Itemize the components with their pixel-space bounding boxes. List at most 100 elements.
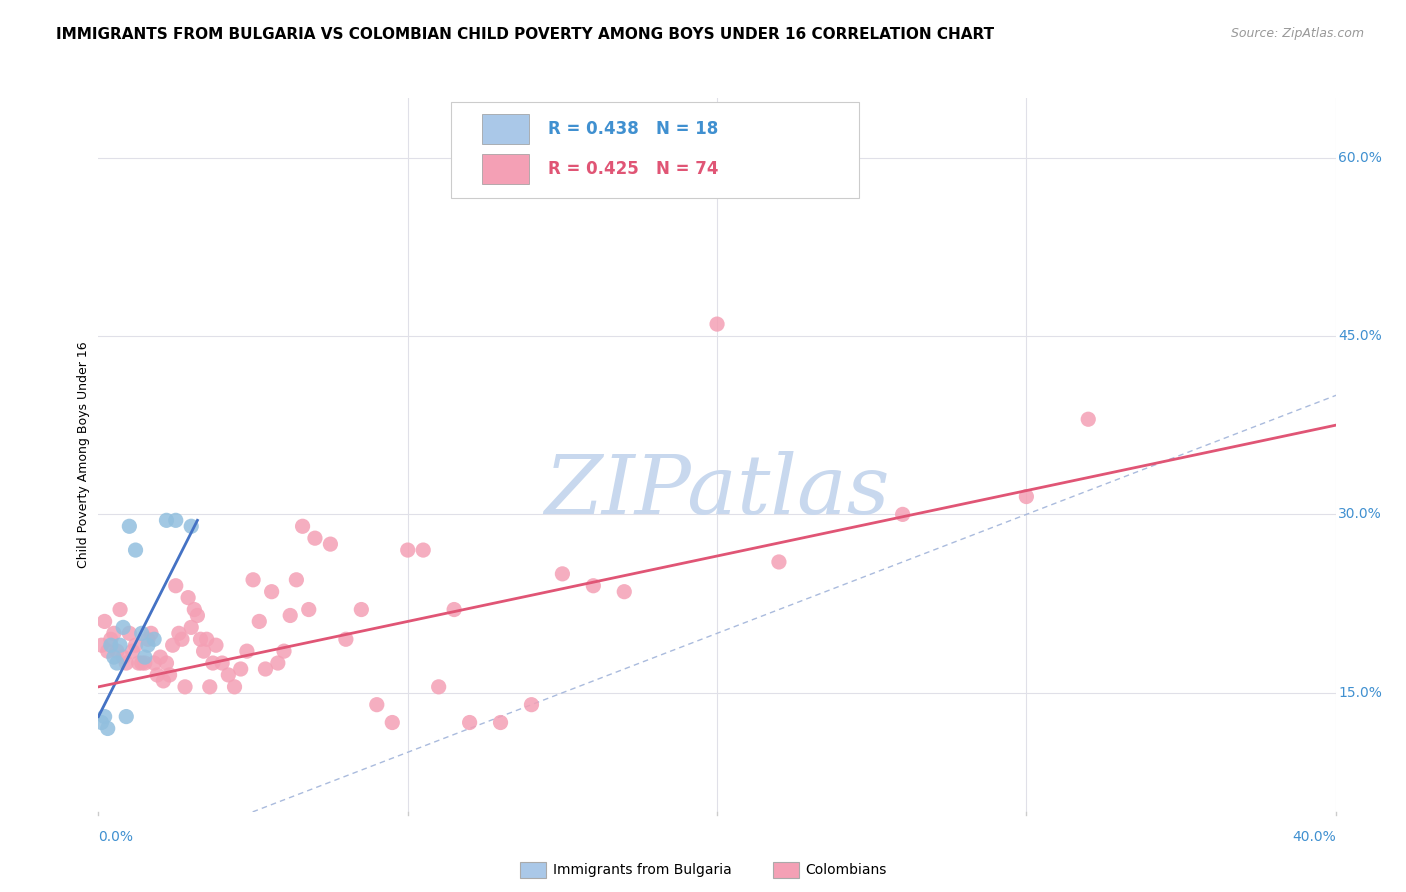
Point bbox=[198, 680, 221, 694]
Point bbox=[350, 602, 373, 616]
Point bbox=[412, 543, 434, 558]
Point bbox=[190, 632, 212, 647]
Point bbox=[174, 680, 197, 694]
Point bbox=[551, 566, 574, 581]
Text: 30.0%: 30.0% bbox=[1339, 508, 1382, 522]
Point bbox=[121, 644, 143, 658]
Point bbox=[143, 632, 166, 647]
Point bbox=[103, 650, 125, 665]
Point bbox=[128, 656, 150, 670]
Point bbox=[458, 715, 481, 730]
FancyBboxPatch shape bbox=[482, 114, 529, 144]
Point bbox=[165, 579, 187, 593]
Point bbox=[236, 644, 259, 658]
Point bbox=[136, 638, 159, 652]
Point bbox=[165, 513, 187, 527]
Point bbox=[105, 656, 128, 670]
Point bbox=[167, 626, 190, 640]
Point bbox=[155, 656, 177, 670]
Point bbox=[152, 673, 174, 688]
Point bbox=[285, 573, 308, 587]
Point bbox=[298, 602, 321, 616]
Text: R = 0.425   N = 74: R = 0.425 N = 74 bbox=[547, 161, 718, 178]
Text: Source: ZipAtlas.com: Source: ZipAtlas.com bbox=[1230, 27, 1364, 40]
Text: 60.0%: 60.0% bbox=[1339, 151, 1382, 165]
Point bbox=[146, 668, 169, 682]
Point bbox=[1015, 490, 1038, 504]
Point bbox=[162, 638, 184, 652]
Point bbox=[366, 698, 388, 712]
Point bbox=[396, 543, 419, 558]
Point bbox=[427, 680, 450, 694]
Point bbox=[131, 656, 153, 670]
Point bbox=[180, 620, 202, 634]
Point bbox=[155, 513, 177, 527]
Point bbox=[242, 573, 264, 587]
Point bbox=[108, 602, 131, 616]
Point bbox=[489, 715, 512, 730]
Text: Immigrants from Bulgaria: Immigrants from Bulgaria bbox=[553, 863, 731, 877]
Point bbox=[291, 519, 314, 533]
Point bbox=[115, 709, 138, 723]
Point bbox=[115, 656, 138, 670]
Point bbox=[177, 591, 200, 605]
Text: 0.0%: 0.0% bbox=[98, 830, 134, 844]
Bar bbox=[520, 862, 546, 878]
Point bbox=[134, 650, 156, 665]
Text: Colombians: Colombians bbox=[806, 863, 887, 877]
Point bbox=[229, 662, 252, 676]
Point bbox=[118, 519, 141, 533]
Point bbox=[195, 632, 218, 647]
Point bbox=[706, 317, 728, 331]
FancyBboxPatch shape bbox=[451, 102, 859, 198]
Point bbox=[335, 632, 357, 647]
Point bbox=[443, 602, 465, 616]
Text: 45.0%: 45.0% bbox=[1339, 329, 1382, 343]
Point bbox=[93, 709, 115, 723]
Point bbox=[211, 656, 233, 670]
Bar bbox=[773, 862, 799, 878]
Point bbox=[304, 531, 326, 545]
Point bbox=[254, 662, 277, 676]
Point bbox=[97, 722, 120, 736]
Point bbox=[186, 608, 208, 623]
Point bbox=[224, 680, 246, 694]
Text: 40.0%: 40.0% bbox=[1292, 830, 1336, 844]
Point bbox=[205, 638, 228, 652]
Point bbox=[247, 615, 270, 629]
FancyBboxPatch shape bbox=[482, 154, 529, 185]
Point bbox=[103, 626, 125, 640]
Point bbox=[170, 632, 193, 647]
Text: R = 0.438   N = 18: R = 0.438 N = 18 bbox=[547, 120, 718, 137]
Point bbox=[520, 698, 543, 712]
Point bbox=[90, 638, 112, 652]
Point bbox=[124, 638, 146, 652]
Point bbox=[112, 650, 135, 665]
Point bbox=[582, 579, 605, 593]
Point bbox=[100, 632, 122, 647]
Point bbox=[1077, 412, 1099, 426]
Point bbox=[278, 608, 301, 623]
Point bbox=[139, 626, 162, 640]
Point bbox=[217, 668, 239, 682]
Point bbox=[100, 638, 122, 652]
Point bbox=[260, 584, 283, 599]
Text: 15.0%: 15.0% bbox=[1339, 686, 1382, 700]
Point bbox=[108, 638, 131, 652]
Point bbox=[149, 650, 172, 665]
Point bbox=[180, 519, 202, 533]
Point bbox=[891, 508, 914, 522]
Point bbox=[273, 644, 295, 658]
Point bbox=[105, 644, 128, 658]
Point bbox=[97, 644, 120, 658]
Point bbox=[381, 715, 404, 730]
Point bbox=[112, 620, 135, 634]
Point bbox=[159, 668, 181, 682]
Text: ZIPatlas: ZIPatlas bbox=[544, 450, 890, 531]
Point bbox=[131, 626, 153, 640]
Point bbox=[768, 555, 790, 569]
Point bbox=[90, 715, 112, 730]
Point bbox=[183, 602, 205, 616]
Point bbox=[118, 626, 141, 640]
Point bbox=[93, 615, 115, 629]
